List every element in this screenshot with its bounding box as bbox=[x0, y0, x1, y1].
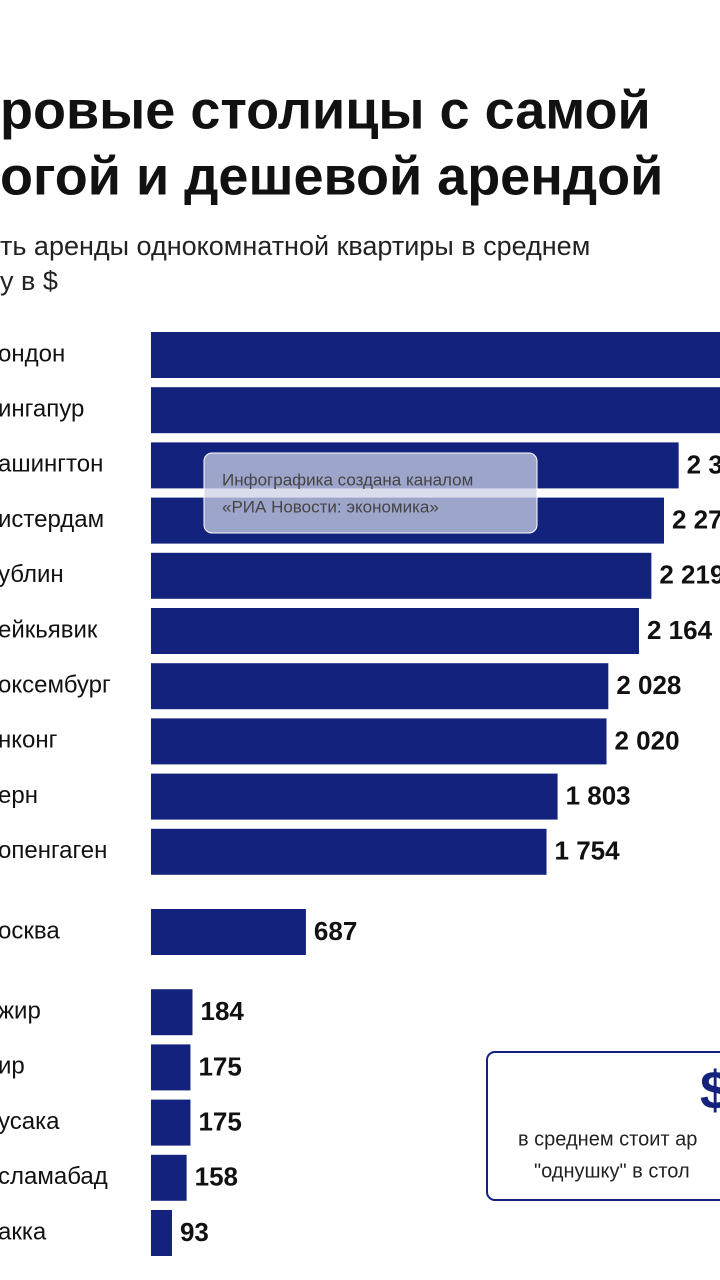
category-label: ерн bbox=[0, 782, 38, 809]
value-label: 158 bbox=[195, 1162, 238, 1192]
category-label: истердам bbox=[0, 506, 104, 533]
category-label: ир bbox=[0, 1053, 25, 1080]
watermark-box bbox=[203, 452, 538, 534]
title-line: огой и дешевой арендой bbox=[0, 146, 663, 206]
bar bbox=[151, 1044, 191, 1091]
bar bbox=[151, 773, 558, 820]
value-label: 93 bbox=[180, 1217, 209, 1247]
category-label: жир bbox=[0, 998, 41, 1025]
bar bbox=[151, 332, 720, 378]
value-label: 2 3 bbox=[687, 449, 720, 479]
bar bbox=[151, 1099, 191, 1146]
value-label: 2 164 bbox=[647, 615, 713, 645]
bar bbox=[151, 1210, 172, 1256]
value-label: 175 bbox=[198, 1106, 241, 1136]
category-label: сламабад bbox=[0, 1163, 108, 1190]
callout-line: в среднем стоит ар bbox=[518, 1128, 697, 1150]
title-line: ровые столицы с самой bbox=[0, 80, 651, 140]
value-label: 2 028 bbox=[616, 670, 681, 700]
category-label: ондон bbox=[0, 340, 65, 367]
subtitle-line: ть аренды однокомнатной квартиры в средн… bbox=[0, 231, 590, 261]
value-label: 2 27 bbox=[672, 504, 720, 534]
bar bbox=[151, 608, 639, 654]
value-label: 687 bbox=[314, 916, 357, 946]
value-label: 184 bbox=[200, 996, 244, 1026]
value-label: 175 bbox=[198, 1051, 241, 1081]
callout-line: "однушку" в стол bbox=[534, 1160, 690, 1182]
bar bbox=[151, 552, 652, 599]
bar bbox=[151, 989, 193, 1036]
category-label: ашингтон bbox=[0, 451, 103, 478]
category-label: ублин bbox=[0, 561, 64, 588]
value-label: 2 020 bbox=[615, 725, 680, 755]
subtitle-line: у в $ bbox=[0, 266, 58, 296]
callout-box bbox=[486, 1051, 720, 1201]
callout-symbol: $ bbox=[700, 1060, 720, 1120]
bars: ондон ингапур ашингтон 2 3 истердам 2 27 ублин… bbox=[0, 332, 720, 1256]
value-label: 1 803 bbox=[566, 780, 631, 810]
category-label: оксембург bbox=[0, 672, 111, 699]
category-label: нконг bbox=[0, 727, 58, 754]
bar bbox=[151, 387, 720, 434]
bar bbox=[151, 1154, 187, 1201]
category-label: ейкьявик bbox=[0, 616, 98, 643]
bar bbox=[151, 718, 607, 765]
category-label: ингапур bbox=[0, 396, 84, 423]
watermark-line: Инфографика создана каналом bbox=[222, 470, 473, 489]
value-label: 2 219 bbox=[659, 560, 720, 590]
category-label: осква bbox=[0, 917, 60, 944]
value-label: 1 754 bbox=[555, 836, 621, 866]
bar bbox=[151, 828, 547, 875]
bar bbox=[151, 663, 609, 710]
watermark-line: «РИА Новости: экономика» bbox=[222, 497, 439, 516]
category-label: усака bbox=[0, 1108, 60, 1135]
category-label: акка bbox=[0, 1218, 47, 1245]
bar bbox=[151, 909, 306, 955]
category-label: опенгаген bbox=[0, 837, 107, 864]
